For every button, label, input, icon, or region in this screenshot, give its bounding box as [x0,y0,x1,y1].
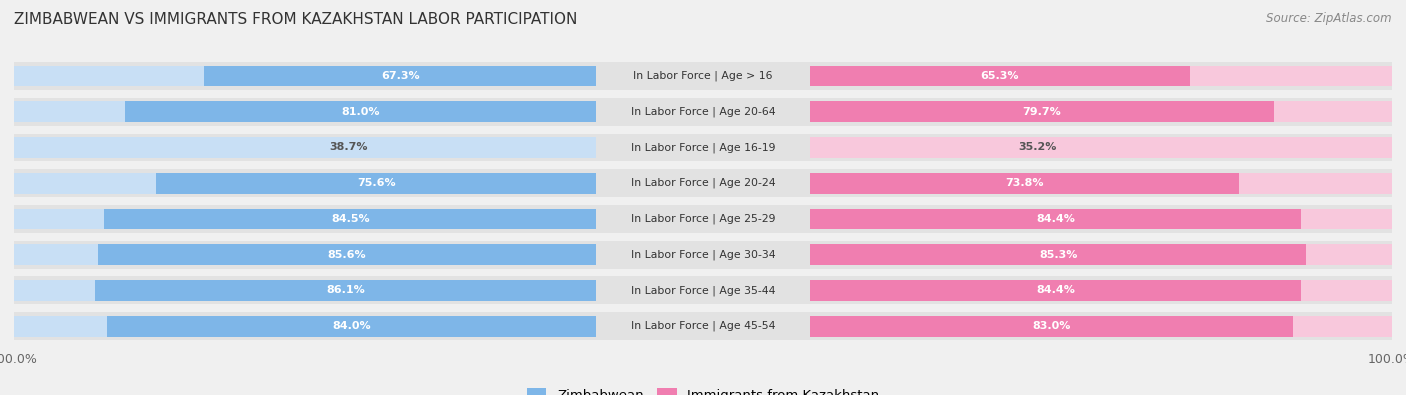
Bar [107,316,596,337]
Bar [810,102,1274,122]
Bar [810,209,1301,229]
Text: 84.0%: 84.0% [332,321,371,331]
Bar [125,102,596,122]
Bar [810,173,1392,194]
Bar [14,173,596,194]
Bar [14,241,1392,269]
Bar [810,209,1392,229]
Bar [104,209,596,229]
Text: 85.6%: 85.6% [328,250,367,260]
Bar [810,137,1392,158]
Text: 81.0%: 81.0% [342,107,380,117]
Bar [14,102,596,122]
Bar [810,316,1392,337]
Bar [14,66,596,87]
Text: In Labor Force | Age 20-24: In Labor Force | Age 20-24 [631,178,775,188]
Text: 35.2%: 35.2% [1018,143,1056,152]
Text: 73.8%: 73.8% [1005,178,1043,188]
Text: 75.6%: 75.6% [357,178,395,188]
Bar [810,173,1240,194]
Text: In Labor Force | Age 35-44: In Labor Force | Age 35-44 [631,285,775,296]
Bar [14,276,1392,305]
Text: In Labor Force | Age 30-34: In Labor Force | Age 30-34 [631,249,775,260]
Text: Source: ZipAtlas.com: Source: ZipAtlas.com [1267,12,1392,25]
Text: In Labor Force | Age 25-29: In Labor Force | Age 25-29 [631,214,775,224]
Bar [810,245,1306,265]
Bar [810,316,1294,337]
Text: 79.7%: 79.7% [1022,107,1062,117]
Bar [14,98,1392,126]
Text: In Labor Force | Age 45-54: In Labor Force | Age 45-54 [631,321,775,331]
Text: 67.3%: 67.3% [381,71,419,81]
Bar [14,205,1392,233]
Bar [14,316,596,337]
Bar [156,173,596,194]
Bar [810,245,1392,265]
Text: In Labor Force | Age > 16: In Labor Force | Age > 16 [633,71,773,81]
Bar [14,169,1392,197]
Bar [810,280,1301,301]
Bar [810,66,1189,87]
Text: 85.3%: 85.3% [1039,250,1077,260]
Bar [14,137,596,158]
Bar [14,209,596,229]
Bar [14,62,1392,90]
Text: 84.5%: 84.5% [330,214,370,224]
Bar [96,280,596,301]
Bar [810,102,1392,122]
Bar [14,245,596,265]
Legend: Zimbabwean, Immigrants from Kazakhstan: Zimbabwean, Immigrants from Kazakhstan [522,383,884,395]
Bar [810,280,1392,301]
Text: 84.4%: 84.4% [1036,214,1076,224]
Bar [98,245,596,265]
Text: ZIMBABWEAN VS IMMIGRANTS FROM KAZAKHSTAN LABOR PARTICIPATION: ZIMBABWEAN VS IMMIGRANTS FROM KAZAKHSTAN… [14,12,578,27]
Text: 38.7%: 38.7% [329,143,367,152]
Text: In Labor Force | Age 16-19: In Labor Force | Age 16-19 [631,142,775,153]
Text: 86.1%: 86.1% [326,286,366,295]
Text: 83.0%: 83.0% [1032,321,1070,331]
Bar [204,66,596,87]
Text: In Labor Force | Age 20-64: In Labor Force | Age 20-64 [631,107,775,117]
Bar [14,312,1392,340]
Bar [810,137,1015,158]
Bar [371,137,596,158]
Text: 84.4%: 84.4% [1036,286,1076,295]
Text: 65.3%: 65.3% [980,71,1019,81]
Bar [14,134,1392,162]
Bar [14,280,596,301]
Bar [810,66,1392,87]
